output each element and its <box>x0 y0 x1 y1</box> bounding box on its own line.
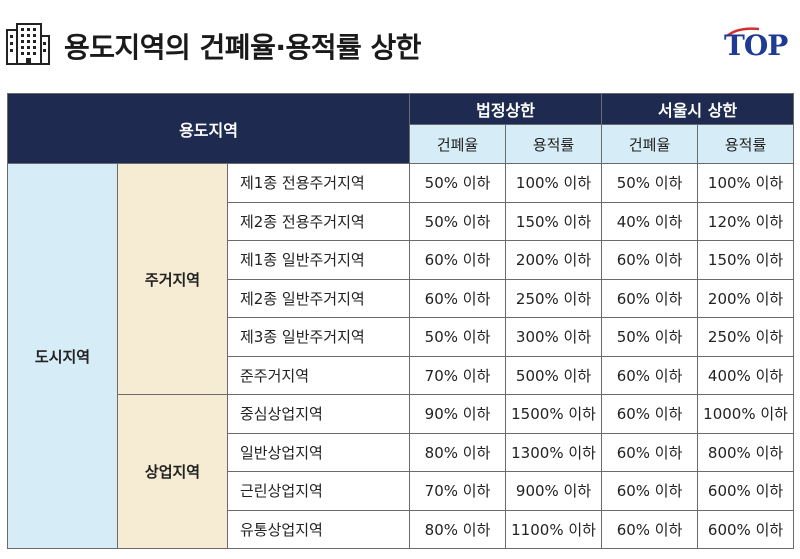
seoul-far-cell: 100% 이하 <box>697 163 795 203</box>
seoul-bcr-cell: 60% 이하 <box>601 394 699 434</box>
legal-bcr-cell: 90% 이하 <box>409 394 507 434</box>
seoul-far-cell: 200% 이하 <box>697 278 795 318</box>
table-row: 상업지역 중심상업지역 90% 이하 1500% 이하 60% 이하 1000%… <box>8 394 795 549</box>
col-header-seoul-far: 용적률 <box>697 124 795 164</box>
legal-far-cell: 150% 이하 <box>505 201 603 241</box>
logo-text: TOP <box>724 29 788 62</box>
legal-bcr-cell: 80% 이하 <box>409 509 507 549</box>
zone-name: 제2종 일반주거지역 <box>226 278 411 318</box>
seoul-bcr-cell: 60% 이하 <box>601 509 699 549</box>
zone-name: 제1종 전용주거지역 <box>226 163 411 203</box>
col-header-legal-bcr: 건폐율 <box>409 124 507 164</box>
seoul-far-cell: 400% 이하 <box>697 355 795 395</box>
table-row: 제2종 일반주거지역 60% 이하 250% 이하 60% 이하 200% 이하 <box>8 278 795 318</box>
seoul-far-cell: 250% 이하 <box>697 317 795 357</box>
legal-bcr-cell: 50% 이하 <box>409 201 507 241</box>
top-logo: TOP <box>724 26 790 68</box>
zone-name: 중심상업지역 <box>226 394 411 434</box>
seoul-bcr-cell: 40% 이하 <box>601 201 699 241</box>
legal-bcr-cell: 50% 이하 <box>409 163 507 203</box>
legal-far-cell: 1500% 이하 <box>505 394 603 434</box>
legal-far-cell: 200% 이하 <box>505 240 603 280</box>
seoul-bcr-cell: 50% 이하 <box>601 163 699 203</box>
table-row: 제2종 전용주거지역 50% 이하 150% 이하 40% 이하 120% 이하 <box>8 201 795 241</box>
group-header-legal: 법정상한 <box>409 93 603 125</box>
seoul-far-cell: 800% 이하 <box>697 432 795 472</box>
legal-bcr-cell: 70% 이하 <box>409 355 507 395</box>
legal-bcr-cell: 70% 이하 <box>409 471 507 511</box>
zone-name: 일반상업지역 <box>226 432 411 472</box>
seoul-bcr-cell: 60% 이하 <box>601 278 699 318</box>
zoning-table: 용도지역 법정상한 서울시 상한 건폐율 용적률 건폐율 용적률 도시지역 주거… <box>6 93 795 549</box>
category-commercial: 상업지역 <box>117 394 228 549</box>
seoul-bcr-cell: 60% 이하 <box>601 355 699 395</box>
table-row: 도시지역 주거지역 제1종 전용주거지역 50% 이하 100% 이하 50% … <box>7 163 795 549</box>
seoul-bcr-cell: 60% 이하 <box>601 240 699 280</box>
seoul-bcr-cell: 60% 이하 <box>601 432 699 472</box>
legal-far-cell: 1100% 이하 <box>505 509 603 549</box>
legal-far-cell: 100% 이하 <box>505 163 603 203</box>
group-header-seoul: 서울시 상한 <box>601 93 795 125</box>
header: 용도지역의 건폐율·용적률 상한 TOP <box>0 0 800 90</box>
zone-header: 용도지역 <box>6 93 411 164</box>
seoul-bcr-cell: 50% 이하 <box>601 317 699 357</box>
page-title: 용도지역의 건폐율·용적률 상한 <box>64 31 422 64</box>
legal-far-cell: 900% 이하 <box>505 471 603 511</box>
seoul-far-cell: 120% 이하 <box>697 201 795 241</box>
logo-swoosh-icon <box>726 27 760 37</box>
legal-far-cell: 500% 이하 <box>505 355 603 395</box>
seoul-far-cell: 1000% 이하 <box>697 394 795 434</box>
legal-bcr-cell: 60% 이하 <box>409 278 507 318</box>
legal-bcr-cell: 60% 이하 <box>409 240 507 280</box>
category-residential: 주거지역 <box>117 163 228 395</box>
table-row: 근린상업지역 70% 이하 900% 이하 60% 이하 600% 이하 <box>8 471 795 511</box>
seoul-far-cell: 600% 이하 <box>697 471 795 511</box>
seoul-bcr-cell: 60% 이하 <box>601 471 699 511</box>
zone-name: 준주거지역 <box>226 355 411 395</box>
zone-name: 제3종 일반주거지역 <box>226 317 411 357</box>
legal-bcr-cell: 80% 이하 <box>409 432 507 472</box>
zone-name: 유통상업지역 <box>226 509 411 549</box>
zone-name: 제2종 전용주거지역 <box>226 201 411 241</box>
legal-bcr-cell: 50% 이하 <box>409 317 507 357</box>
zone-name: 제1종 일반주거지역 <box>226 240 411 280</box>
legal-far-cell: 1300% 이하 <box>505 432 603 472</box>
legal-far-cell: 300% 이하 <box>505 317 603 357</box>
seoul-far-cell: 150% 이하 <box>697 240 795 280</box>
table-row: 제3종 일반주거지역 50% 이하 300% 이하 50% 이하 250% 이하 <box>8 317 795 357</box>
table-row: 유통상업지역 80% 이하 1100% 이하 60% 이하 600% 이하 <box>8 509 795 549</box>
seoul-far-cell: 600% 이하 <box>697 509 795 549</box>
table-row: 일반상업지역 80% 이하 1300% 이하 60% 이하 800% 이하 <box>8 432 795 472</box>
zone-name: 근린상업지역 <box>226 471 411 511</box>
col-header-legal-far: 용적률 <box>505 124 603 164</box>
building-icon <box>6 23 50 65</box>
col-header-seoul-bcr: 건폐율 <box>601 124 699 164</box>
table-row: 제1종 일반주거지역 60% 이하 200% 이하 60% 이하 150% 이하 <box>8 240 795 280</box>
legal-far-cell: 250% 이하 <box>505 278 603 318</box>
category-city: 도시지역 <box>7 163 118 549</box>
